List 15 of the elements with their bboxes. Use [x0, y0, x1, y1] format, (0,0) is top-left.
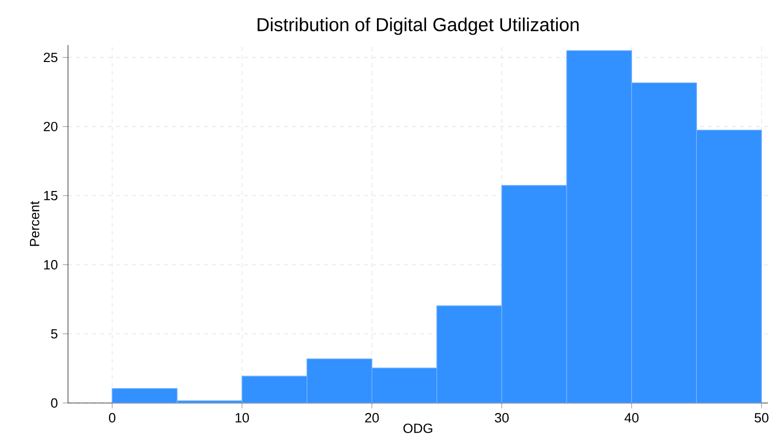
x-tick-label: 30	[494, 413, 509, 422]
y-tick-label: 10	[44, 260, 58, 270]
y-axis-title: Percent	[30, 201, 40, 246]
x-tick-label: 10	[236, 413, 249, 422]
x-axis-title: ODG	[403, 424, 432, 434]
y-tick-label: 15	[44, 190, 58, 200]
y-tick-label: 20	[44, 122, 58, 132]
x-tick-label: 20	[365, 413, 379, 422]
x-tick-label: 50	[754, 413, 768, 422]
chart-title: Distribution of Digital Gadget Utilization	[258, 18, 579, 35]
y-tick-label: 5	[51, 329, 58, 339]
x-tick-label: 40	[624, 413, 639, 422]
x-tick-label: 0	[108, 413, 116, 422]
y-tick-label: 25	[44, 52, 58, 62]
y-tick-label: 0	[51, 398, 58, 408]
